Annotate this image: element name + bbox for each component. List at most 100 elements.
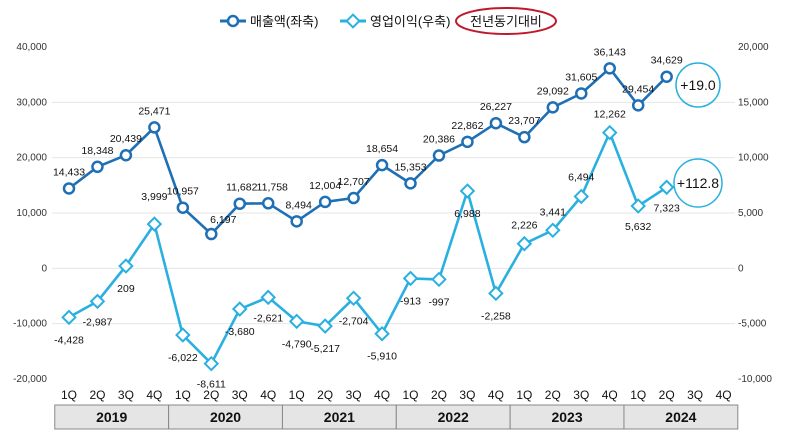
- sales-point: [603, 62, 616, 75]
- sales-data-label: 36,143: [594, 46, 626, 58]
- sales-data-label: 34,629: [651, 55, 683, 67]
- year-label: 2020: [210, 409, 241, 425]
- operating-profit-point: [175, 327, 191, 343]
- quarter-label: 2Q: [545, 388, 561, 402]
- right-tick-label: -10,000: [738, 374, 772, 385]
- legend-yoy-label: 전년동기대비: [470, 14, 542, 29]
- operating-profit-point: [61, 309, 77, 326]
- operating-profit-point: [516, 235, 533, 252]
- legend-op-marker: [345, 13, 361, 29]
- operating-profit-data-label: 209: [117, 283, 135, 295]
- right-tick-label: 10,000: [738, 153, 769, 164]
- grid: [52, 101, 735, 325]
- sales-data-label: 25,471: [138, 105, 170, 117]
- operating-profit-point: [573, 188, 590, 205]
- legend-yoy-ellipse: [455, 7, 557, 35]
- quarter-label: 1Q: [630, 388, 646, 402]
- left-tick-label: 20,000: [16, 153, 47, 164]
- year-labels: 2019 2020 2021 2022 2023 2024: [54, 404, 739, 430]
- quarter-label: 4Q: [374, 388, 390, 402]
- right-tick-label: 20,000: [738, 42, 769, 53]
- sales-point: [432, 149, 446, 162]
- quarter-labels: 1Q 2Q 3Q 4Q 1Q 2Q 3Q 4Q 1Q 2Q 3Q 4Q 1Q 2Q 3Q 4Q 1Q 2Q 3Q 4Q…: [61, 388, 732, 402]
- quarter-label: 2Q: [203, 388, 219, 402]
- year-label: 2021: [324, 409, 355, 425]
- year-label: 2023: [551, 409, 582, 425]
- quarter-label: 1Q: [516, 388, 532, 402]
- operating-profit-line: [68, 131, 668, 365]
- quarter-label: 1Q: [403, 388, 419, 402]
- operating-profit-point: [231, 301, 248, 317]
- operating-profit-point: [459, 183, 476, 199]
- sales-point: [233, 197, 247, 210]
- left-axis-ticks: 40,000 30,000 20,000 10,000 0 -10,000 -20,000: [13, 42, 47, 385]
- operating-profit-data-label: -913: [400, 295, 421, 307]
- callout-op-circle: [673, 158, 723, 208]
- operating-profit-point: [658, 179, 675, 196]
- legend-sales-label: 매출액(좌축): [250, 14, 318, 29]
- legend-sales-marker: [226, 14, 240, 28]
- sales-data-label: 20,439: [110, 133, 142, 145]
- operating-profit-point: [402, 270, 419, 287]
- sales-data-label: 12,004: [309, 180, 341, 192]
- operating-profit-data-label: -2,704: [339, 315, 369, 327]
- operating-profit-data-label: -8,611: [197, 379, 226, 391]
- sales-data-label: 23,707: [508, 115, 540, 127]
- sales-line: [68, 67, 668, 236]
- operating-profit-data-label: -4,790: [282, 338, 312, 350]
- sales-point: [375, 158, 389, 172]
- sales-point: [461, 135, 474, 149]
- sales-point: [518, 130, 531, 144]
- quarter-label: 1Q: [289, 388, 305, 402]
- left-tick-label: 30,000: [16, 97, 47, 108]
- right-tick-label: 5,000: [738, 208, 763, 219]
- operating-profit-data-label: -2,258: [481, 310, 511, 322]
- right-tick-label: 0: [738, 263, 744, 274]
- sales-data-label: 11,758: [257, 181, 288, 193]
- sales-data-label: 15,353: [394, 161, 426, 173]
- operating-profit-point: [317, 318, 333, 334]
- sales-data-label: 10,957: [167, 186, 199, 198]
- quarter-label: 4Q: [260, 388, 276, 402]
- sales-data-label: 8,494: [286, 199, 312, 211]
- operating-profit-data-label: -997: [428, 296, 449, 308]
- callout-op-text: +112.8: [677, 175, 719, 191]
- year-label: 2022: [438, 409, 469, 425]
- sales-point: [176, 201, 190, 214]
- operating-profit-point: [345, 290, 362, 307]
- operating-profit-data-label: 3,441: [540, 206, 566, 218]
- sales-point: [404, 177, 417, 190]
- sales-point: [575, 87, 588, 100]
- callouts: +19.0 +112.8: [673, 62, 723, 208]
- operating-profit-data-label: -5,910: [367, 351, 397, 363]
- sales-data-label: 26,227: [480, 101, 512, 113]
- operating-profit-point: [488, 285, 504, 302]
- operating-profit-point: [545, 222, 561, 239]
- operating-profit-point: [146, 216, 163, 232]
- operating-profit-data-label: 12,262: [594, 109, 626, 121]
- quarter-label: 1Q: [61, 388, 77, 402]
- sales-data-label: 22,862: [451, 120, 483, 132]
- sales-point: [119, 148, 133, 162]
- callout-sales-text: +19.0: [680, 77, 716, 93]
- sales-data-label: 31,605: [565, 71, 597, 83]
- quarter-label: 3Q: [687, 388, 703, 402]
- quarter-label: 2Q: [659, 388, 675, 402]
- quarter-label: 4Q: [146, 388, 162, 402]
- left-tick-label: -20,000: [13, 374, 47, 385]
- operating-profit-data-label: 2,226: [511, 220, 537, 232]
- quarter-label: 3Q: [118, 388, 134, 402]
- operating-profit-data-label: -6,022: [168, 352, 198, 364]
- right-tick-label: 15,000: [738, 97, 769, 108]
- operating-profit-data-label: 6,494: [568, 171, 594, 183]
- year-box: [54, 404, 170, 430]
- left-tick-label: 10,000: [16, 208, 47, 219]
- right-axis-ticks: 20,000 15,000 10,000 5,000 0 -5,000 -10,000: [738, 42, 772, 385]
- year-label: 2024: [665, 409, 696, 425]
- sales-point: [318, 195, 332, 209]
- sales-point: [347, 191, 360, 205]
- legend: 매출액(좌축) 영업이익(우축) 전년동기대비: [220, 7, 557, 35]
- sales-data-label: 6,197: [210, 214, 236, 226]
